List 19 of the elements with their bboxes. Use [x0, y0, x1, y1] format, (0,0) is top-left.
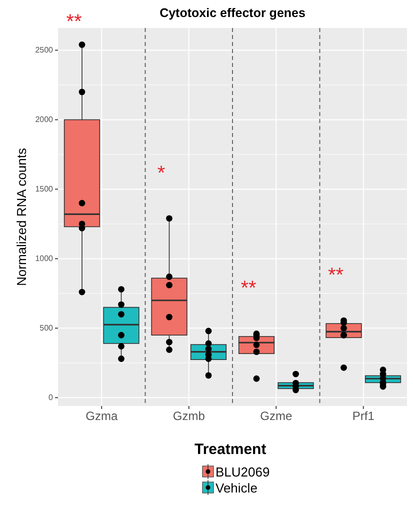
x-tick-label: Prf1	[352, 409, 375, 423]
y-tick-label: 0	[48, 393, 54, 402]
y-tick-label: 2500	[35, 46, 54, 55]
x-tick-label: Gzma	[86, 409, 118, 423]
annotation: **	[328, 264, 344, 287]
annotation: **	[66, 11, 82, 33]
x-tick-label: Gzmb	[172, 409, 206, 423]
legend-label: BLU2069	[216, 464, 270, 480]
legend-label: Vehicle	[216, 480, 258, 496]
y-tick-label: 2000	[35, 115, 54, 124]
y-tick-label: 500	[40, 324, 54, 333]
x-tick-label: Gzme	[260, 409, 292, 423]
y-tick-label: 1500	[35, 184, 54, 194]
legend-title: Treatment	[194, 441, 266, 458]
y-tick-label: 1000	[35, 254, 54, 264]
y-axis-title: Normalized RNA counts	[14, 148, 29, 286]
annotation: **	[240, 278, 256, 300]
chart-title: Cytotoxic effector genes	[160, 6, 306, 20]
annotation: *	[157, 162, 166, 184]
